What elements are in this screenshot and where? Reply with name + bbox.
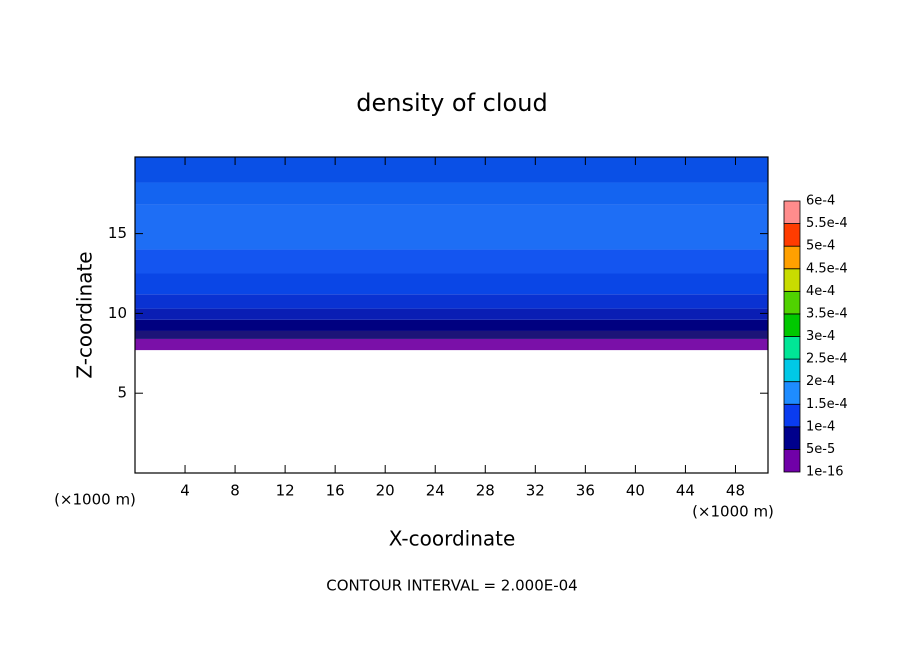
x-tick-label: 12: [276, 482, 295, 500]
y-axis-label: Z-coordinate: [73, 251, 97, 378]
contour-band: [135, 294, 768, 309]
x-tick-label: 44: [676, 482, 695, 500]
chart-title: density of cloud: [356, 89, 547, 117]
x-tick-label: 16: [326, 482, 345, 500]
x-tick-label: 36: [576, 482, 595, 500]
contour-band: [135, 330, 768, 339]
colorbar-label: 2e-4: [806, 374, 835, 389]
colorbar-label: 1e-4: [806, 419, 835, 434]
x-tick-label: 40: [626, 482, 645, 500]
footnote: CONTOUR INTERVAL = 2.000E-04: [326, 577, 577, 595]
contour-band: [135, 157, 768, 183]
colorbar-label: 3e-4: [806, 329, 835, 344]
plot-frame: [134, 156, 769, 474]
x-tick-label: 32: [526, 482, 545, 500]
colorbar-label: 5e-4: [806, 239, 835, 254]
contour-band: [135, 182, 768, 205]
colorbar-swatch: [783, 200, 801, 224]
colorbar-swatch: [783, 403, 801, 428]
colorbar-swatch: [783, 336, 801, 360]
x-tick-label: 28: [476, 482, 495, 500]
y-tick-label: 10: [108, 304, 127, 322]
colorbar-swatch: [783, 245, 801, 270]
colorbar-label: 4.5e-4: [806, 261, 848, 276]
x-axis-label: X-coordinate: [389, 527, 516, 551]
colorbar-swatch: [783, 290, 801, 315]
x-tick-label: 24: [426, 482, 445, 500]
colorbar-swatch: [783, 426, 801, 450]
x-tick-label: 4: [180, 482, 190, 500]
colorbar-label: 6e-4: [806, 194, 835, 209]
colorbar-swatch: [783, 449, 801, 473]
colorbar-swatch: [783, 313, 801, 337]
colorbar-label: 1e-16: [806, 465, 844, 480]
colorbar-label: 2.5e-4: [806, 352, 848, 367]
colorbar-label: 1.5e-4: [806, 397, 848, 412]
y-tick-label: 15: [108, 224, 127, 242]
colorbar-swatch: [783, 223, 801, 247]
contour-band: [135, 319, 768, 331]
contour-band: [135, 204, 768, 250]
colorbar-swatch: [783, 358, 801, 383]
x-tick-label: 48: [726, 482, 745, 500]
contour-band: [135, 249, 768, 274]
contour-band: [135, 308, 768, 320]
axes: [135, 157, 768, 473]
x-tick-label: 20: [376, 482, 395, 500]
colorbar-label: 3.5e-4: [806, 306, 848, 321]
colorbar-label: 5e-5: [806, 442, 835, 457]
x-tick-label: 8: [230, 482, 240, 500]
colorbar-label: 4e-4: [806, 284, 835, 299]
colorbar-label: 5.5e-4: [806, 216, 848, 231]
y-unit-label: (×1000 m): [54, 491, 136, 509]
colorbar-swatch: [783, 268, 801, 292]
x-unit-label: (×1000 m): [692, 503, 774, 521]
contour-band: [135, 273, 768, 295]
contour-band: [135, 338, 768, 351]
colorbar-swatch: [783, 381, 801, 405]
y-tick-label: 5: [117, 384, 127, 402]
contour-field: [135, 157, 768, 351]
